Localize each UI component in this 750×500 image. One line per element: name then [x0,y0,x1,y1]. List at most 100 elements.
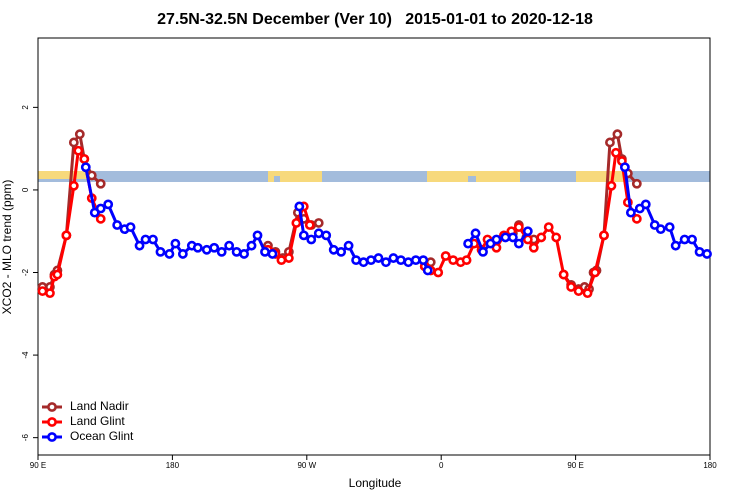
x-tick-label: 0 [439,461,444,470]
point [513,238,524,249]
point [112,220,123,230]
point [599,230,609,241]
point [267,249,278,259]
point [45,288,55,299]
point [606,180,617,191]
point [328,244,339,255]
x-axis-label: Longitude [349,476,402,490]
point [403,257,414,268]
point [343,240,354,251]
point [336,246,347,257]
point [252,230,263,241]
point [79,154,90,164]
land-strip [268,171,322,182]
point [664,222,675,232]
point [283,253,294,263]
point [694,246,705,257]
series [37,129,642,294]
legend-marker [47,417,57,427]
point [313,228,324,239]
point [573,286,584,296]
point [418,255,429,266]
point [566,282,577,292]
legend-label: Land Glint [70,414,125,428]
y-tick-label: 2 [21,105,30,110]
point [95,203,106,214]
point [422,265,433,276]
point [687,234,697,245]
point [478,246,488,257]
point [612,129,623,140]
point [631,178,642,189]
point [95,178,106,189]
point [500,232,511,243]
point [313,218,324,228]
point [395,255,406,266]
legend-label: Ocean Glint [70,429,134,443]
point [513,222,524,232]
point [522,226,533,237]
point [605,137,615,148]
y-tick-label: 0 [21,187,30,192]
point [134,240,145,251]
point [304,220,315,230]
point [61,230,72,241]
series [80,162,712,276]
point [366,255,376,266]
y-tick-label: -4 [21,351,30,359]
x-tick-label: 180 [703,461,717,470]
point [507,232,518,243]
point [491,234,502,245]
point [670,240,681,251]
y-tick-label: -2 [21,268,30,276]
point [655,224,666,235]
point [358,257,369,268]
point [440,251,451,261]
point [74,129,85,140]
point [68,180,79,191]
legend-marker [47,432,57,442]
ocean-strip [468,176,476,182]
point [52,269,63,280]
point [37,286,48,296]
point [625,207,636,218]
series [37,145,642,299]
point [470,228,481,239]
point [321,230,332,241]
point [140,234,151,245]
point [351,255,361,266]
point [543,222,554,232]
x-tick-label: 180 [166,461,180,470]
x-tick-label: 90 E [30,461,46,470]
ocean-strip [274,176,280,182]
point [239,249,249,259]
point [461,255,472,266]
point [148,234,158,245]
point [164,249,175,259]
point [679,234,690,245]
y-tick-label: -6 [21,434,30,442]
point [611,147,621,158]
point [558,269,569,280]
point [551,232,562,243]
point [463,238,473,249]
point [619,162,630,173]
point [260,246,270,257]
point [192,242,203,253]
point [381,257,391,268]
point [125,222,136,232]
point [528,242,539,253]
point [631,213,642,224]
point [291,218,302,228]
legend-label: Land Nadir [70,399,129,413]
point [216,246,227,257]
point [448,255,459,266]
point [298,230,309,241]
point [103,199,114,210]
plot-frame [37,37,711,456]
point [388,253,399,263]
point [224,240,235,251]
point [201,244,212,255]
y-axis-label: XCO2 - MLO trend (ppm) [0,180,14,315]
